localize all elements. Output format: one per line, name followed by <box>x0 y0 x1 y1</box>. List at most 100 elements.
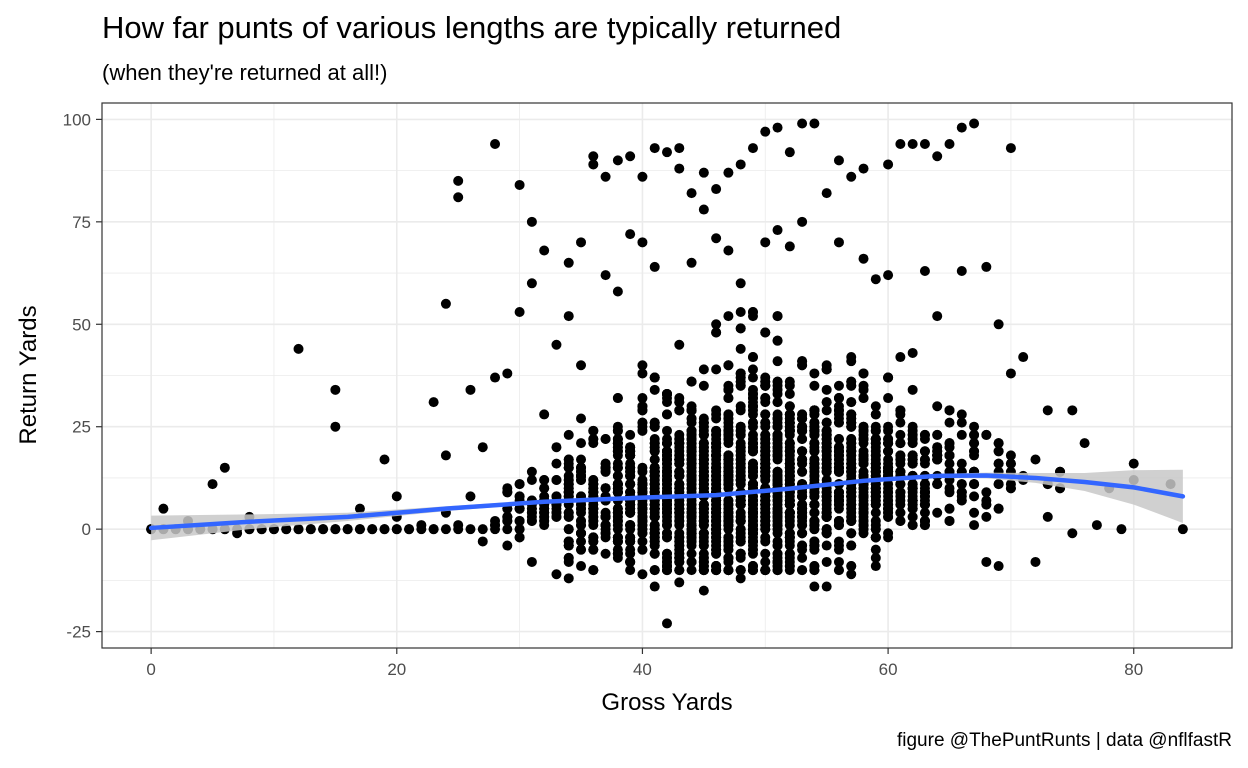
data-point <box>674 532 685 543</box>
data-point <box>514 491 525 502</box>
data-point <box>674 163 685 174</box>
data-point <box>858 446 869 457</box>
data-point <box>723 470 734 481</box>
data-point <box>502 515 513 526</box>
data-point <box>735 306 746 317</box>
data-point <box>883 466 894 477</box>
data-point <box>686 413 697 424</box>
data-point <box>600 171 611 182</box>
data-point <box>686 257 697 268</box>
x-tick-label: 40 <box>633 660 652 679</box>
data-point <box>698 503 709 514</box>
data-point <box>969 429 980 440</box>
data-point <box>809 446 820 457</box>
data-point <box>956 487 967 498</box>
data-point <box>698 429 709 440</box>
plot-border <box>101 102 1233 649</box>
data-point <box>563 487 574 498</box>
data-point <box>907 421 918 432</box>
data-point <box>932 450 943 461</box>
data-point <box>662 474 672 485</box>
data-point <box>809 425 820 436</box>
scatter-points <box>146 118 1188 629</box>
data-point <box>747 536 758 547</box>
data-point <box>563 311 574 322</box>
data-point <box>305 524 316 535</box>
data-point <box>993 503 1004 514</box>
data-point <box>809 118 820 129</box>
data-point <box>821 487 832 498</box>
data-point <box>612 544 623 555</box>
data-point <box>735 380 746 391</box>
data-point <box>1042 405 1053 416</box>
data-point <box>956 266 967 277</box>
data-point <box>846 438 857 449</box>
data-point <box>612 446 623 457</box>
data-point <box>821 495 832 506</box>
data-point <box>772 540 783 551</box>
data-point <box>870 544 881 555</box>
data-point <box>870 434 881 445</box>
data-point <box>588 159 599 170</box>
data-point <box>1005 143 1016 154</box>
data-point <box>649 446 660 457</box>
data-point <box>539 483 550 494</box>
data-point <box>649 532 660 543</box>
data-point <box>747 393 758 404</box>
data-point <box>649 511 660 522</box>
data-point <box>760 237 771 248</box>
data-point <box>354 524 365 535</box>
data-point <box>576 438 587 449</box>
data-point <box>662 520 672 531</box>
data-point <box>1005 368 1016 379</box>
data-point <box>1030 454 1041 465</box>
data-point <box>735 532 746 543</box>
data-point <box>760 499 771 510</box>
data-point <box>919 507 930 518</box>
data-point <box>747 446 758 457</box>
data-point <box>588 532 599 543</box>
data-point <box>932 507 943 518</box>
data-point <box>895 507 906 518</box>
data-point <box>612 503 623 514</box>
data-point <box>662 454 672 465</box>
data-point <box>846 483 857 494</box>
data-point <box>809 466 820 477</box>
data-point <box>391 524 402 535</box>
data-point <box>858 503 869 514</box>
data-point <box>809 499 820 510</box>
data-point <box>711 548 722 559</box>
data-point <box>576 536 587 547</box>
data-point <box>797 409 808 420</box>
data-point <box>858 425 869 436</box>
data-point <box>907 438 918 449</box>
data-point <box>735 323 746 334</box>
data-point <box>969 491 980 502</box>
x-tick-label: 80 <box>1124 660 1143 679</box>
data-point <box>833 544 844 555</box>
data-point <box>895 417 906 428</box>
data-point <box>932 442 943 453</box>
data-point <box>919 266 930 277</box>
data-point <box>576 462 587 473</box>
data-point <box>895 405 906 416</box>
data-point <box>747 429 758 440</box>
data-point <box>649 384 660 395</box>
data-point <box>797 216 808 227</box>
data-point <box>477 536 488 547</box>
data-point <box>895 487 906 498</box>
data-point <box>747 372 758 383</box>
data-point <box>1005 483 1016 494</box>
data-point <box>735 159 746 170</box>
data-point <box>747 364 758 375</box>
data-point <box>686 556 697 567</box>
data-point <box>662 147 672 158</box>
data-point <box>711 495 722 506</box>
data-point <box>907 429 918 440</box>
data-point <box>870 401 881 412</box>
data-point <box>686 565 697 576</box>
y-axis: -25 0 25 50 75 100 <box>63 110 102 642</box>
data-point <box>1030 556 1041 567</box>
data-point <box>735 429 746 440</box>
